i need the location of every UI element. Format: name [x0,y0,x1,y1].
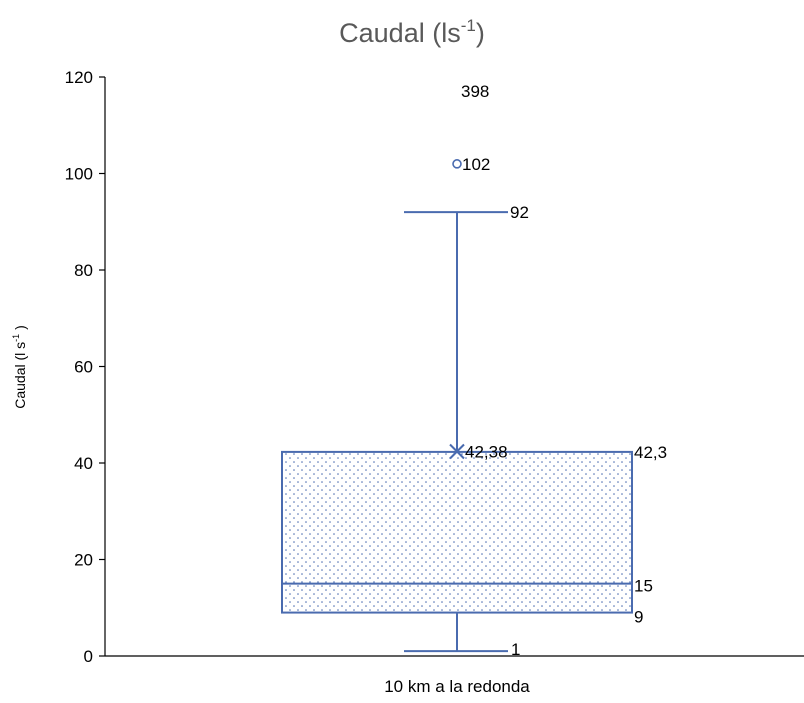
y-tick-label: 100 [65,165,93,184]
q1-value-label: 9 [634,608,643,627]
y-tick-label: 40 [74,454,93,473]
chart-title-text: Caudal (ls [339,18,461,48]
y-axis-label-suffix: ) [12,325,28,334]
x-category-label: 10 km a la redonda [384,677,530,696]
median-value-label: 15 [634,577,653,596]
mean-value-label: 42,38 [465,443,508,462]
y-tick-label: 60 [74,358,93,377]
chart-title-superscript: -1 [461,16,476,35]
y-axis-label: Caudal (l s-1 ) [11,325,28,409]
min-value-label: 1 [511,640,520,659]
max-value-label: 398 [461,82,489,101]
y-tick-label: 0 [84,647,93,666]
chart-title: Caudal (ls-1) [339,16,485,48]
upper-whisker-label: 92 [510,203,529,222]
y-tick-label: 120 [65,68,93,87]
y-axis-label-superscript: -1 [11,334,21,342]
y-tick-label: 80 [74,261,93,280]
outlier-value-label: 102 [462,155,490,174]
y-axis-label-text: Caudal (l s [12,342,28,409]
interquartile-box [281,450,633,614]
q3-value-label: 42,3 [634,443,667,462]
outlier-point [452,159,462,169]
chart-title-suffix: ) [476,18,485,48]
y-tick-label: 20 [74,551,93,570]
mean-marker-stroke-b [449,443,465,460]
